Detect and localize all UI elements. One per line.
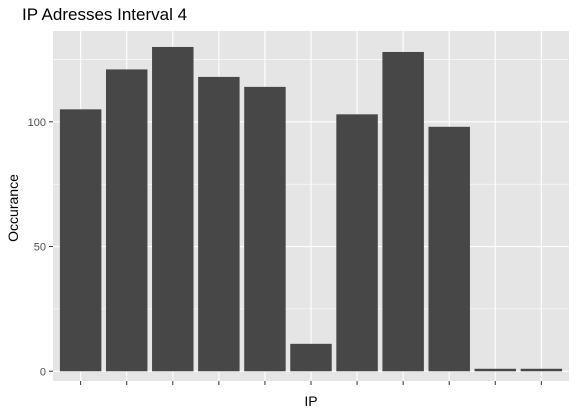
y-tick-label: 0 <box>40 366 46 378</box>
bar <box>59 109 102 372</box>
bars <box>59 46 563 372</box>
bar <box>244 86 286 372</box>
bar <box>336 114 378 372</box>
bar <box>105 69 148 372</box>
x-axis-title: IP <box>304 393 317 409</box>
bar <box>474 368 517 372</box>
bar <box>382 51 424 372</box>
bar <box>198 76 240 372</box>
bar <box>290 343 332 372</box>
bar <box>152 46 194 372</box>
y-tick-label: 50 <box>34 242 46 254</box>
bar <box>428 126 470 372</box>
y-axis-title: Occurance <box>5 174 21 242</box>
bar <box>520 368 563 372</box>
axes: 0 50 100 <box>28 117 542 385</box>
y-tick-label: 100 <box>28 117 46 129</box>
chart-title: IP Adresses Interval 4 <box>22 5 187 24</box>
